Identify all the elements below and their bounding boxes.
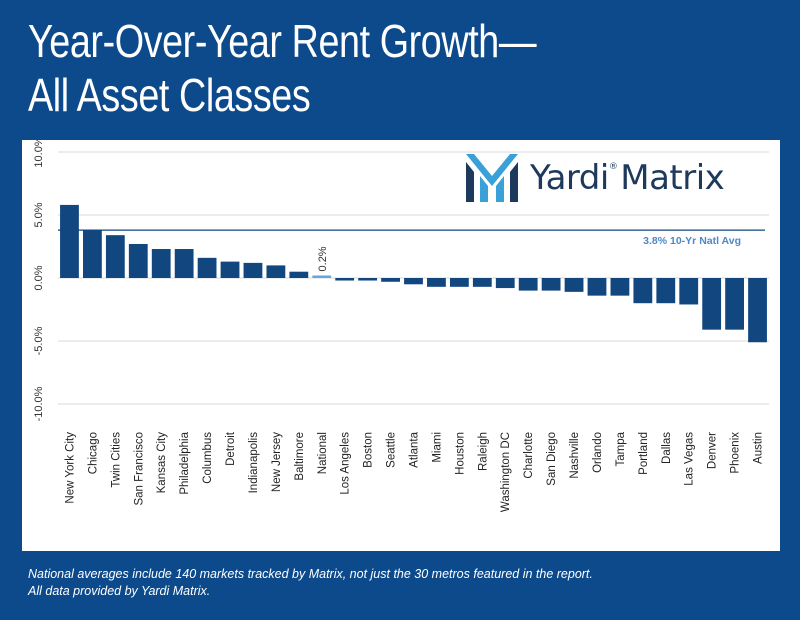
bar-chart: -10.0% -5.0% 0.0% 5.0% 10.0% New York City Chi…	[33, 140, 769, 512]
reference-line-label: 3.8% 10-Yr Natl Avg	[643, 235, 741, 247]
x-category-label: Kansas City	[156, 432, 168, 494]
data-label: 0.2%	[317, 246, 329, 271]
bar	[564, 278, 584, 292]
bar	[633, 278, 653, 304]
x-category-label: Dallas	[661, 432, 673, 464]
x-category-label: New York City	[64, 432, 76, 504]
bar	[495, 278, 515, 289]
x-category-label: Philadelphia	[179, 431, 191, 494]
x-category-label: Portland	[638, 432, 650, 475]
x-category-label: Raleigh	[477, 432, 489, 471]
logo-word-yardi: Yardi	[530, 158, 609, 198]
bar	[702, 278, 722, 330]
bar	[587, 278, 607, 296]
bar	[656, 278, 676, 304]
x-category-label: San Diego	[546, 432, 558, 486]
bar	[335, 278, 355, 281]
yardi-matrix-logo-mark-icon	[466, 154, 518, 202]
bar	[82, 230, 102, 278]
bar	[289, 271, 309, 278]
y-tick-label: 5.0%	[33, 202, 45, 227]
bar	[748, 278, 767, 343]
x-category-label: Charlotte	[523, 432, 535, 479]
x-category-label: Las Vegas	[684, 432, 696, 486]
x-category-label: Tampa	[615, 431, 627, 466]
chart-title: Year-Over-Year Rent Growth— All Asset Cl…	[28, 14, 537, 122]
x-category-label: Indianapolis	[248, 432, 260, 494]
footnote-line-1: National averages include 140 markets tr…	[28, 567, 593, 581]
y-tick-label: 0.0%	[33, 265, 45, 290]
chart-panel: -10.0% -5.0% 0.0% 5.0% 10.0% New York City Chi…	[22, 140, 780, 551]
x-category-label: Twin Cities	[110, 432, 122, 488]
bar	[243, 262, 263, 278]
x-category-label: Baltimore	[294, 432, 306, 481]
bar	[105, 235, 125, 278]
bar	[358, 278, 378, 281]
x-category-label: Boston	[363, 432, 375, 468]
footnote-line-2: All data provided by Yardi Matrix.	[28, 584, 211, 598]
x-category-label: Orlando	[592, 432, 604, 473]
bar	[128, 243, 148, 278]
x-category-label: Austin	[753, 432, 765, 464]
bar	[220, 261, 240, 278]
x-category-label: New Jersey	[271, 432, 283, 492]
bar	[449, 278, 469, 287]
x-category-label: Washington DC	[500, 432, 512, 512]
bar	[725, 278, 745, 330]
bar	[266, 265, 286, 278]
title-line-2: All Asset Classes	[28, 69, 311, 121]
x-category-label: Nashville	[569, 432, 581, 479]
x-category-label: Detroit	[225, 431, 237, 466]
title-line-1: Year-Over-Year Rent Growth—	[28, 15, 537, 67]
bar	[610, 278, 630, 296]
bar	[518, 278, 538, 291]
yardi-matrix-logo: Yardi® Matrix	[462, 150, 725, 206]
y-tick-label: -10.0%	[33, 386, 45, 421]
bar	[381, 278, 400, 282]
logo-word-matrix: Matrix	[620, 158, 725, 198]
x-category-label: Chicago	[87, 432, 99, 474]
logo-wordmark: Yardi® Matrix	[530, 158, 725, 198]
bar	[541, 278, 561, 291]
x-category-label: Los Angeles	[340, 432, 352, 495]
x-category-label: San Francisco	[133, 432, 145, 506]
x-category-label: National	[317, 432, 329, 474]
y-tick-label: 10.0%	[33, 140, 45, 168]
bar	[174, 249, 194, 278]
y-tick-label: -5.0%	[33, 326, 45, 355]
footnote: National averages include 140 markets tr…	[28, 566, 593, 600]
bar	[679, 278, 699, 305]
bar	[60, 204, 79, 278]
bar	[472, 278, 492, 287]
x-category-label: Houston	[454, 432, 466, 475]
x-category-label: Columbus	[202, 432, 214, 484]
x-category-label: Denver	[707, 432, 719, 469]
x-category-label: Phoenix	[730, 432, 742, 474]
bar	[151, 249, 171, 278]
logo-registered-mark: ®	[608, 162, 618, 172]
x-category-label: Seattle	[386, 432, 398, 468]
bar	[197, 257, 217, 278]
bar	[312, 275, 332, 278]
x-category-label: Atlanta	[409, 431, 421, 467]
x-category-label: Miami	[431, 432, 443, 463]
bar	[404, 278, 423, 285]
bar	[427, 278, 446, 287]
